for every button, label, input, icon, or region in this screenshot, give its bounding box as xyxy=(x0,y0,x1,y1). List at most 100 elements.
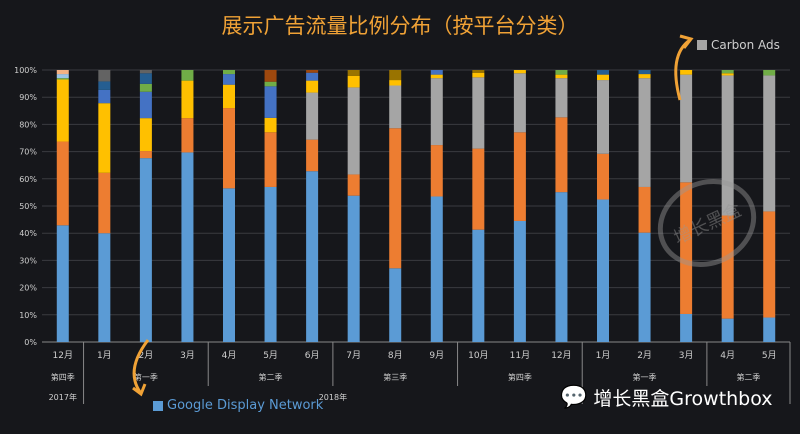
bar-segment-series-1 xyxy=(597,153,609,200)
y-tick-label: 80% xyxy=(19,120,37,129)
bar-segment-series-1 xyxy=(680,182,693,314)
y-tick-label: 90% xyxy=(19,93,37,102)
bar-segment-series-3 xyxy=(56,79,69,142)
y-tick-label: 70% xyxy=(19,148,37,157)
bar-segment-carbon-ads xyxy=(638,78,651,187)
bar-segment-series-3 xyxy=(638,74,651,79)
y-tick-label: 0% xyxy=(24,338,37,347)
bar-segment-series-3 xyxy=(513,70,526,74)
bar-segment-series-3 xyxy=(347,75,360,88)
x-tick-label: 5月 xyxy=(762,350,777,361)
bar-segment-series-9 xyxy=(98,70,111,82)
bar-segment-series-4 xyxy=(98,89,111,104)
bar-segment-series-3 xyxy=(555,74,568,79)
bar-segment-series-1 xyxy=(56,141,69,226)
bar-segment-series-3 xyxy=(98,103,111,173)
bar-segment-series-3 xyxy=(264,117,277,133)
bar-segment-google-display-network xyxy=(680,313,693,342)
bar-segment-series-1 xyxy=(513,132,526,221)
x-tick-label: 8月 xyxy=(388,350,403,361)
x-tick-label: 11月 xyxy=(510,350,530,361)
x-tick-label: 2月 xyxy=(139,350,154,361)
bar-segment-carbon-ads xyxy=(721,75,734,216)
bar-segment-google-display-network xyxy=(181,152,194,342)
bar-segment-google-display-network xyxy=(264,186,277,342)
bar-segment-series-1 xyxy=(721,215,734,319)
x-tick-label: 9月 xyxy=(429,350,444,361)
bar-segment-google-display-network xyxy=(306,171,319,342)
bar-segment-google-display-network xyxy=(597,199,609,342)
quarter-label: 第一季 xyxy=(633,372,657,382)
y-tick-label: 100% xyxy=(14,66,37,75)
x-tick-label: 2月 xyxy=(637,350,652,361)
bar-segment-series-5 xyxy=(264,81,277,87)
year-label: 2017年 xyxy=(49,392,77,402)
x-tick-label: 7月 xyxy=(346,350,361,361)
bar-segment-series-5 xyxy=(763,70,776,76)
bar-segment-google-display-network xyxy=(56,225,69,342)
x-tick-label: 6月 xyxy=(305,350,320,361)
x-tick-label: 1月 xyxy=(97,350,112,361)
bar-segment-series-1 xyxy=(763,211,776,318)
bar-segment-series-5 xyxy=(721,70,734,74)
bar-segment-series-4 xyxy=(139,91,152,119)
bar-segment-series-7 xyxy=(264,70,277,82)
bar-segment-series-1 xyxy=(555,117,568,193)
bar-segment-series-11 xyxy=(56,70,69,75)
bar-segment-series-4 xyxy=(306,72,319,81)
bar-segment-series-1 xyxy=(347,174,360,196)
bar-segment-carbon-ads xyxy=(513,73,526,133)
bar-segment-series-5 xyxy=(223,70,235,75)
bar-segment-series-1 xyxy=(223,108,235,189)
x-tick-label: 4月 xyxy=(222,350,237,361)
arrow-head xyxy=(132,383,147,397)
bar-segment-series-3 xyxy=(181,80,194,119)
quarter-label: 第二季 xyxy=(259,372,283,382)
bar-segment-series-3 xyxy=(721,73,734,76)
bar-segment-carbon-ads xyxy=(347,87,360,175)
x-tick-label: 4月 xyxy=(720,350,735,361)
bar-segment-series-4 xyxy=(223,74,235,85)
quarter-label: 第一季 xyxy=(134,372,158,382)
bar-segment-series-3 xyxy=(680,70,693,75)
y-tick-label: 20% xyxy=(19,284,37,293)
bar-segment-series-10 xyxy=(56,74,69,79)
y-tick-label: 30% xyxy=(19,256,37,265)
bar-segment-series-6 xyxy=(597,70,609,75)
bar-segment-series-4 xyxy=(264,86,277,118)
y-tick-label: 40% xyxy=(19,229,37,238)
bar-segment-carbon-ads xyxy=(306,92,319,140)
bar-segment-carbon-ads xyxy=(555,78,568,118)
bar-segment-series-3 xyxy=(306,80,319,93)
bar-segment-series-1 xyxy=(98,172,111,234)
wechat-icon: 💬 xyxy=(560,385,588,410)
y-tick-label: 10% xyxy=(19,311,37,320)
bar-segment-google-display-network xyxy=(513,220,526,342)
quarter-label: 第四季 xyxy=(508,372,532,382)
bar-segment-google-display-network xyxy=(763,317,776,342)
bar-segment-series-3 xyxy=(139,118,152,152)
arrow-head xyxy=(679,34,694,49)
bar-segment-series-1 xyxy=(430,145,443,197)
bar-segment-google-display-network xyxy=(98,233,111,342)
y-tick-label: 60% xyxy=(19,175,37,184)
bar-segment-google-display-network xyxy=(347,195,360,342)
y-tick-label: 50% xyxy=(19,202,37,211)
logo-text: 增长黑盒Growthbox xyxy=(593,388,773,410)
bar-segment-google-display-network xyxy=(721,318,734,342)
quarter-label: 第二季 xyxy=(736,372,760,382)
bar-segment-series-5 xyxy=(139,83,152,92)
legend-swatch xyxy=(697,40,707,50)
bar-segment-series-8 xyxy=(472,70,485,73)
bar-segment-series-1 xyxy=(139,151,152,159)
bar-segment-series-3 xyxy=(597,74,609,81)
bar-segment-google-display-network xyxy=(223,188,235,342)
bar-segment-carbon-ads xyxy=(430,78,443,146)
legend-label: Carbon Ads xyxy=(711,38,780,52)
bar-segment-series-5 xyxy=(56,78,69,80)
bar-segment-series-3 xyxy=(389,80,402,86)
legend-google-display-network: Google Display Network xyxy=(153,398,323,413)
bar-segment-series-1 xyxy=(181,118,194,153)
bar-segment-series-1 xyxy=(638,186,651,233)
